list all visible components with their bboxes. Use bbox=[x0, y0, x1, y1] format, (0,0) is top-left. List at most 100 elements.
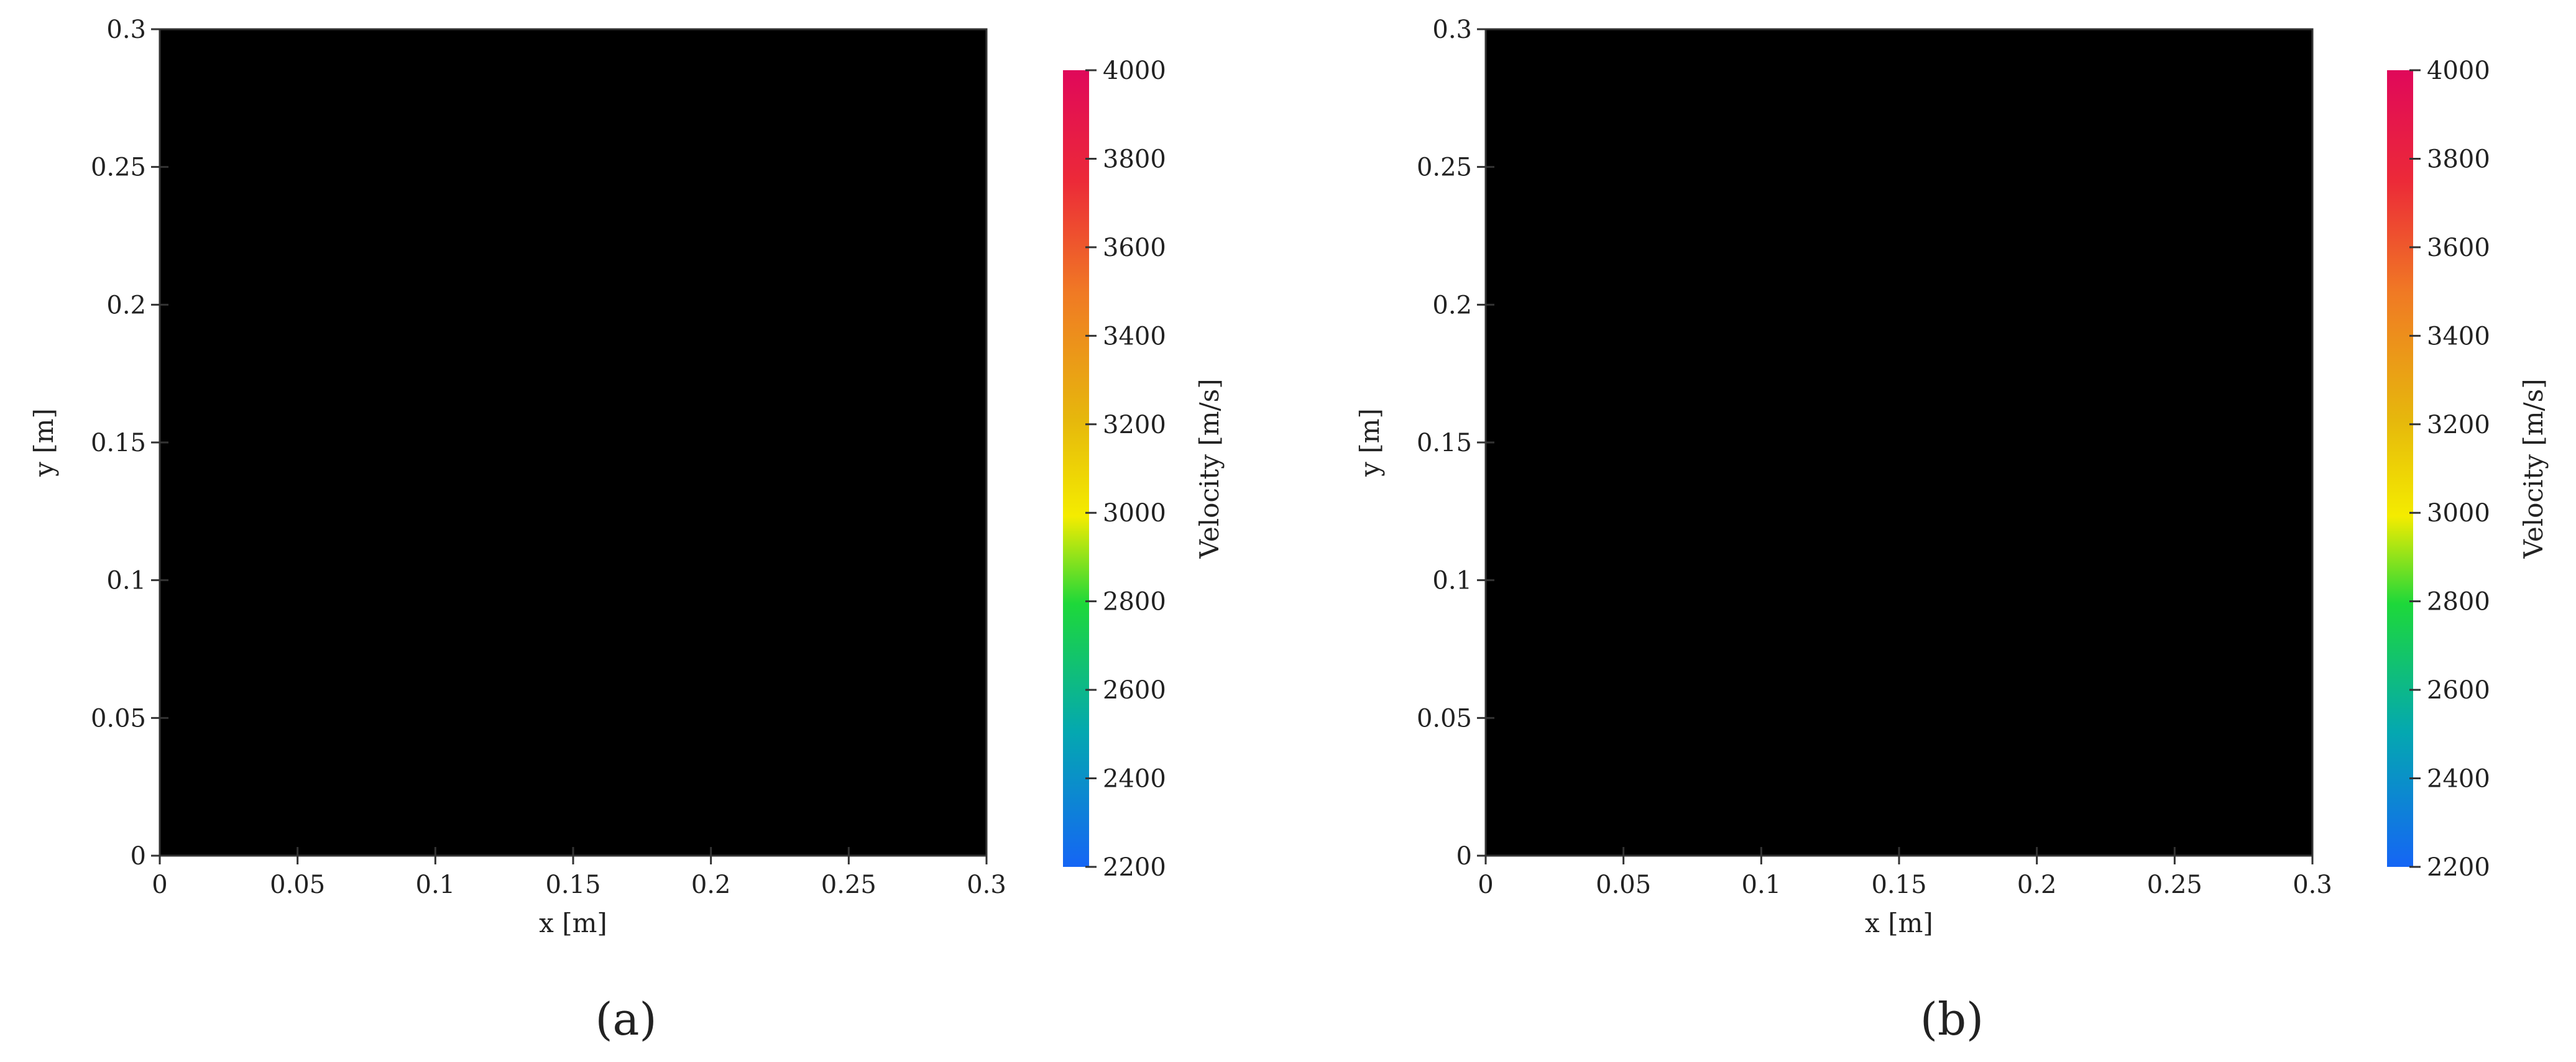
heatmap-cell bbox=[837, 29, 855, 47]
heatmap-cell bbox=[1617, 227, 1635, 245]
heatmap-cell bbox=[639, 707, 656, 724]
heatmap-cell bbox=[1915, 723, 1933, 741]
heatmap-cell bbox=[1965, 293, 1982, 311]
heatmap-cell bbox=[722, 145, 739, 162]
heatmap-cell bbox=[689, 343, 706, 360]
heatmap-cell bbox=[1535, 161, 1552, 178]
heatmap-cell bbox=[689, 641, 706, 658]
heatmap-cell bbox=[2263, 839, 2280, 856]
heatmap-cell bbox=[341, 591, 359, 608]
heatmap-cell bbox=[837, 789, 855, 807]
heatmap-cell bbox=[1816, 293, 1834, 311]
heatmap-cell bbox=[2031, 459, 2048, 476]
heatmap-cell bbox=[2279, 310, 2296, 327]
heatmap-cell bbox=[176, 62, 193, 80]
heatmap-cell bbox=[1998, 822, 2015, 840]
heatmap-cell bbox=[1965, 839, 1982, 856]
heatmap-cell bbox=[341, 161, 359, 178]
heatmap-cell bbox=[474, 608, 491, 625]
heatmap-cell bbox=[722, 789, 739, 807]
heatmap-cell bbox=[1634, 839, 1652, 856]
heatmap-cell bbox=[2097, 442, 2115, 460]
heatmap-cell bbox=[1634, 62, 1652, 80]
heatmap-cell bbox=[804, 459, 822, 476]
heatmap-cell bbox=[308, 78, 326, 96]
heatmap-cell bbox=[540, 773, 557, 790]
heatmap-cell bbox=[2263, 45, 2280, 63]
heatmap-cell bbox=[490, 244, 508, 261]
heatmap-cell bbox=[457, 508, 474, 526]
heatmap-cell bbox=[209, 161, 226, 178]
heatmap-cell bbox=[2081, 244, 2098, 261]
heatmap-cell bbox=[622, 62, 640, 80]
heatmap-cell bbox=[970, 508, 987, 526]
heatmap-cell bbox=[1849, 244, 1867, 261]
heatmap-cell bbox=[1965, 426, 1982, 443]
heatmap-cell bbox=[1634, 822, 1652, 840]
heatmap-cell bbox=[1486, 492, 1503, 509]
heatmap-cell bbox=[1816, 508, 1834, 526]
heatmap-cell bbox=[722, 624, 739, 641]
heatmap-cell bbox=[325, 326, 343, 344]
heatmap-cell bbox=[1519, 690, 1536, 708]
heatmap-cell bbox=[1734, 277, 1751, 295]
heatmap-cell bbox=[374, 260, 392, 278]
heatmap-cell bbox=[1568, 260, 1586, 278]
heatmap-cell bbox=[2196, 260, 2214, 278]
heatmap-cell bbox=[226, 260, 243, 278]
heatmap-cell bbox=[804, 161, 822, 178]
heatmap-cell bbox=[1833, 558, 1850, 575]
heatmap-cell bbox=[1634, 806, 1652, 823]
heatmap-cell bbox=[788, 62, 805, 80]
heatmap-cell bbox=[2048, 78, 2065, 96]
heatmap-cell bbox=[441, 707, 458, 724]
heatmap-cell bbox=[920, 608, 937, 625]
heatmap-cell bbox=[1750, 195, 1767, 212]
heatmap-cell bbox=[2180, 277, 2197, 295]
heatmap-cell bbox=[374, 806, 392, 823]
heatmap-cell bbox=[705, 112, 722, 129]
heatmap-cell bbox=[160, 723, 177, 741]
heatmap-cell bbox=[1816, 475, 1834, 493]
heatmap-cell bbox=[160, 591, 177, 608]
heatmap-cell bbox=[2246, 641, 2263, 658]
heatmap-cell bbox=[1899, 360, 1916, 377]
heatmap-cell bbox=[408, 541, 425, 559]
heatmap-cell bbox=[1601, 78, 1619, 96]
heatmap-cell bbox=[259, 244, 276, 261]
heatmap-cell bbox=[937, 343, 954, 360]
heatmap-cell bbox=[672, 739, 689, 757]
heatmap-cell bbox=[523, 343, 541, 360]
heatmap-cell bbox=[2230, 45, 2247, 63]
heatmap-cell bbox=[325, 29, 343, 47]
heatmap-cell bbox=[970, 145, 987, 162]
heatmap-cell bbox=[821, 244, 839, 261]
heatmap-cell bbox=[920, 723, 937, 741]
heatmap-cell bbox=[209, 789, 226, 807]
colorbar-tick-label: 2200 bbox=[1103, 853, 1166, 882]
heatmap-cell bbox=[953, 244, 970, 261]
heatmap-cell bbox=[573, 426, 591, 443]
heatmap-cell bbox=[1700, 591, 1718, 608]
heatmap-cell bbox=[722, 360, 739, 377]
heatmap-cell bbox=[1899, 641, 1916, 658]
heatmap-cell bbox=[507, 244, 524, 261]
heatmap-cell bbox=[1684, 574, 1701, 592]
heatmap-cell bbox=[1998, 227, 2015, 245]
heatmap-cell bbox=[1849, 310, 1867, 327]
heatmap-cell bbox=[457, 112, 474, 129]
heatmap-cell bbox=[1750, 95, 1767, 112]
heatmap-cell bbox=[854, 674, 872, 691]
heatmap-cell bbox=[804, 45, 822, 63]
heatmap-cell bbox=[639, 426, 656, 443]
heatmap-cell bbox=[1568, 624, 1586, 641]
heatmap-cell bbox=[953, 558, 970, 575]
heatmap-cell bbox=[656, 492, 673, 509]
panel-a-y-axis-label: y [m] bbox=[29, 408, 59, 477]
heatmap-cell bbox=[507, 178, 524, 195]
heatmap-cell bbox=[672, 310, 689, 327]
heatmap-cell bbox=[540, 608, 557, 625]
heatmap-cell bbox=[1651, 326, 1668, 344]
heatmap-cell bbox=[209, 525, 226, 542]
heatmap-cell bbox=[622, 227, 640, 245]
